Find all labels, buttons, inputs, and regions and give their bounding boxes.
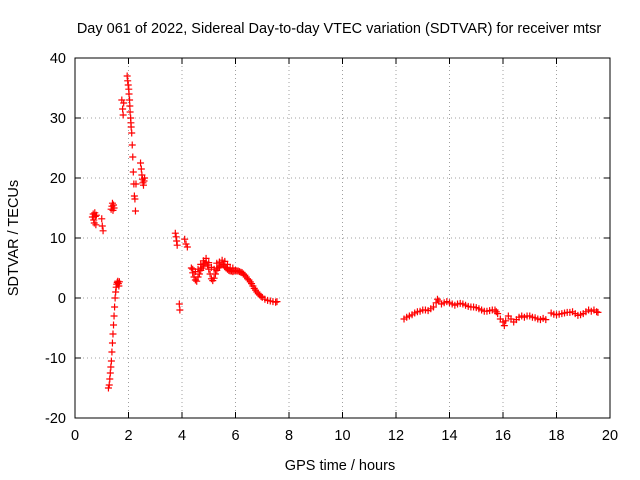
data-point xyxy=(104,384,112,392)
data-point xyxy=(171,229,179,237)
data-point xyxy=(197,260,205,268)
data-point xyxy=(181,235,189,243)
x-tick-label: 2 xyxy=(124,428,132,444)
data-point xyxy=(202,254,210,262)
data-points xyxy=(88,72,602,392)
data-point xyxy=(187,264,195,272)
x-tick-label: 20 xyxy=(602,428,618,444)
data-point xyxy=(182,240,190,248)
x-tick-label: 8 xyxy=(285,428,293,444)
data-point xyxy=(126,96,134,104)
data-point xyxy=(98,215,106,223)
data-point xyxy=(109,330,117,338)
data-point xyxy=(129,153,137,161)
y-tick-label: 40 xyxy=(50,51,66,67)
x-tick-label: 0 xyxy=(71,428,79,444)
x-axis-label: GPS time / hours xyxy=(285,458,395,474)
data-point xyxy=(92,211,100,219)
y-tick-label: 10 xyxy=(50,231,66,247)
data-point xyxy=(429,303,437,311)
data-point xyxy=(131,195,139,203)
data-point xyxy=(210,274,218,282)
data-point xyxy=(500,322,508,330)
x-tick-label: 18 xyxy=(548,428,564,444)
data-point xyxy=(99,227,107,235)
data-point xyxy=(126,108,134,116)
data-point xyxy=(105,381,113,389)
data-point xyxy=(132,180,140,188)
data-point xyxy=(273,298,281,306)
chart-title: Day 061 of 2022, Sidereal Day-to-day VTE… xyxy=(77,21,602,37)
data-point xyxy=(210,265,218,273)
data-point xyxy=(111,303,119,311)
data-point xyxy=(257,292,265,300)
data-point xyxy=(229,264,237,272)
data-point xyxy=(173,241,181,249)
x-tick-label: 6 xyxy=(231,428,239,444)
data-point xyxy=(126,102,134,110)
data-point xyxy=(195,270,203,278)
data-point xyxy=(542,316,550,324)
data-point xyxy=(120,99,128,107)
data-point xyxy=(492,308,500,316)
data-point xyxy=(107,363,115,371)
data-point xyxy=(108,348,116,356)
y-tick-labels: -20 -10 0 10 20 30 40 xyxy=(45,51,66,427)
data-point xyxy=(127,123,135,131)
data-point xyxy=(594,308,602,316)
data-point xyxy=(115,278,123,286)
x-tick-label: 16 xyxy=(495,428,511,444)
data-point xyxy=(494,310,502,318)
data-point xyxy=(119,105,127,113)
x-tick-label: 12 xyxy=(388,428,404,444)
x-tick-label: 4 xyxy=(178,428,186,444)
x-tick-label: 10 xyxy=(334,428,350,444)
y-tick-label: 0 xyxy=(58,291,66,307)
x-tick-labels: 0 2 4 6 8 10 12 14 16 18 20 xyxy=(71,428,618,444)
data-point xyxy=(176,306,184,314)
data-point xyxy=(129,168,137,176)
data-point xyxy=(128,141,136,149)
y-tick-label: 20 xyxy=(50,171,66,187)
data-point xyxy=(183,243,191,251)
data-point xyxy=(119,111,127,119)
y-tick-label: -10 xyxy=(45,351,66,367)
x-tick-label: 14 xyxy=(441,428,457,444)
data-point xyxy=(125,90,133,98)
data-point xyxy=(205,259,213,267)
data-point xyxy=(110,321,118,329)
data-point xyxy=(223,260,231,268)
data-point xyxy=(194,265,202,273)
data-point xyxy=(110,312,118,320)
data-point xyxy=(194,273,202,281)
data-point xyxy=(433,295,441,303)
data-point xyxy=(106,369,114,377)
data-point xyxy=(502,317,510,325)
data-point xyxy=(110,204,118,212)
y-tick-label: 30 xyxy=(50,111,66,127)
data-point xyxy=(137,165,145,173)
y-axis-label: SDTVAR / TECUs xyxy=(6,180,22,296)
data-point xyxy=(98,222,106,230)
y-tick-label: -20 xyxy=(45,411,66,427)
data-point xyxy=(128,129,136,137)
data-point xyxy=(108,339,116,347)
data-point xyxy=(141,174,149,182)
data-point xyxy=(107,357,115,365)
data-point xyxy=(175,300,183,308)
data-point xyxy=(106,375,114,383)
axis-ticks xyxy=(74,57,611,419)
data-point xyxy=(137,159,145,167)
data-point xyxy=(131,207,139,215)
data-point xyxy=(211,270,219,278)
data-point xyxy=(193,277,201,285)
data-point xyxy=(92,221,100,229)
data-point xyxy=(111,294,119,302)
data-point xyxy=(91,212,99,220)
grid-lines xyxy=(75,58,610,418)
